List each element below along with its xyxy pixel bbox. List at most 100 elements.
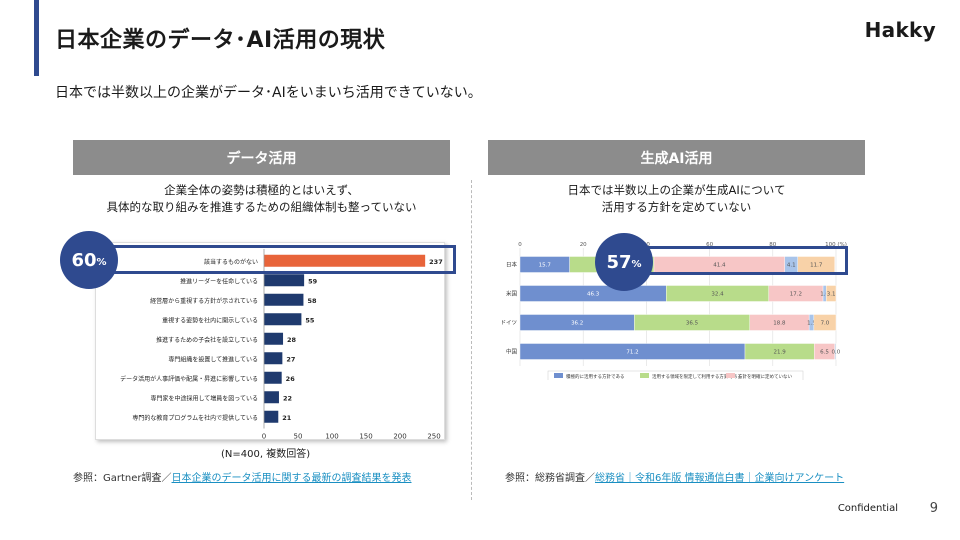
bar-category-label: 専門組織を設置して推進している	[168, 355, 258, 363]
legend-swatch	[640, 373, 649, 378]
x-tick-label: 60	[706, 242, 713, 248]
segment-value-label: 17.2	[790, 292, 802, 298]
segment-value-label: 71.2	[626, 350, 638, 356]
bar-category-label: 該当するものがない	[204, 258, 258, 266]
bar	[264, 391, 279, 404]
bar-value-label: 26	[286, 375, 296, 383]
bar-category-label: 経営層から重視する方針が示されている	[150, 297, 258, 305]
segment-value-label: 36.2	[571, 321, 583, 327]
x-tick-label: 200	[393, 433, 406, 441]
segment-value-label: 1.0	[820, 292, 829, 298]
x-tick-label: 0	[518, 242, 522, 248]
x-tick-label: 250	[427, 433, 440, 441]
bar	[264, 332, 284, 345]
segment-value-label: 21.9	[773, 350, 786, 356]
panel-divider	[471, 180, 472, 500]
x-tick-label: 150	[359, 433, 372, 441]
mic-white-paper-link[interactable]: 総務省｜令和6年版 情報通信白書｜企業向けアンケート	[595, 473, 845, 484]
genai-usage-highlight-box	[632, 246, 848, 275]
legend-swatch	[726, 373, 735, 378]
genai-usage-description: 日本では半数以上の企業が生成AIについて 活用する方針を定めていない	[488, 182, 865, 216]
bar-value-label: 22	[283, 394, 292, 402]
bar-value-label: 237	[429, 258, 443, 266]
stacked-bar-segment	[835, 343, 837, 360]
segment-value-label: 1.5	[807, 321, 816, 327]
page-number: 9	[929, 501, 938, 516]
genai-usage-header-label: 生成AI活用	[640, 150, 713, 167]
data-usage-percent-value: 60	[71, 249, 97, 271]
genai-usage-reference: 参照：総務省調査／総務省｜令和6年版 情報通信白書｜企業向けアンケート	[505, 469, 844, 484]
segment-value-label: 36.5	[686, 321, 699, 327]
bar-category-label: 推進するための子会社を設立している	[156, 336, 258, 344]
segment-value-label: 32.4	[711, 292, 724, 298]
segment-value-label: 11.7	[810, 263, 823, 269]
bar-value-label: 27	[286, 355, 295, 363]
segment-value-label: 4.1	[787, 263, 796, 269]
bar-category-label: 専門的な教育プログラムを社内で提供している	[132, 414, 258, 422]
gartner-survey-link[interactable]: 日本企業のデータ活用に関する最新の調査結果を発表	[171, 473, 412, 484]
data-usage-header-label: データ活用	[226, 150, 297, 167]
legend-label: 活用する領域を限定して利用する方針である	[652, 373, 742, 380]
segment-value-label: 6.5	[820, 350, 829, 356]
data-usage-reference: 参照：Gartner調査／日本企業のデータ活用に関する最新の調査結果を発表	[73, 469, 412, 484]
bar	[264, 371, 282, 384]
bar-value-label: 58	[307, 297, 317, 305]
title-accent-bar	[34, 0, 39, 76]
data-usage-percent-badge: 60 %	[60, 231, 118, 289]
genai-usage-percent-badge: 57 %	[595, 233, 653, 291]
x-tick-label: 80	[769, 242, 776, 248]
genai-usage-percent-value: 57	[606, 251, 632, 273]
data-usage-ref-prefix: 参照：Gartner調査／	[73, 473, 172, 484]
bar-value-label: 21	[282, 414, 292, 422]
genai-usage-desc-line2: 活用する方針を定めていない	[601, 200, 752, 214]
segment-value-label: 46.3	[587, 292, 600, 298]
legend-swatch	[554, 373, 563, 378]
x-tick-label: 100	[325, 433, 338, 441]
bar	[264, 313, 302, 326]
legend-label: 方針を明確に定めていない	[738, 373, 792, 380]
segment-value-label: 18.8	[773, 321, 786, 327]
bar	[264, 293, 304, 306]
data-usage-chart: 該当するものがない 237 推進リーダーを任命している 59 経営層から重視する方針が示…	[95, 242, 445, 441]
data-usage-panel-header: データ活用	[73, 140, 450, 175]
x-tick-label: 50	[294, 433, 303, 441]
brand-logo: Hakky	[864, 18, 936, 42]
x-tick-label: 100 (%)	[825, 242, 847, 248]
segment-value-label: 0.0	[831, 350, 840, 356]
stacked-category-label: 米国	[506, 290, 518, 298]
confidential-label: Confidential	[837, 503, 898, 514]
bar	[264, 410, 279, 423]
genai-usage-percent-unit: %	[631, 259, 642, 270]
data-usage-desc-line2: 具体的な取り組みを推進するための組織体制も整っていない	[106, 200, 417, 214]
data-usage-bar-chart: 該当するものがない 237 推進リーダーを任命している 59 経営層から重視する方針が示…	[120, 249, 443, 441]
stacked-bar-segment	[813, 314, 837, 331]
stacked-category-label: ドイツ	[500, 321, 517, 327]
segment-value-label: 7.0	[821, 321, 830, 327]
data-usage-description: 企業全体の姿勢は積極的とはいえず、 具体的な取り組みを推進するための組織体制も整…	[73, 182, 450, 216]
bar-value-label: 59	[308, 277, 318, 285]
sample-size-note: (N=400, 複数回答)	[221, 449, 311, 460]
data-usage-highlight-box	[84, 245, 456, 274]
x-tick-label: 0	[262, 433, 266, 441]
bar-category-label: データ活用が人事評価や配属・昇進に影響している	[120, 375, 258, 383]
bar	[264, 352, 283, 365]
x-tick-label: 20	[580, 242, 587, 248]
bar-category-label: 推進リーダーを任命している	[180, 277, 258, 285]
bar	[264, 254, 426, 267]
genai-usage-ref-prefix: 参照：総務省調査／	[505, 473, 595, 484]
bar	[264, 274, 305, 287]
bar-value-label: 55	[305, 316, 315, 324]
genai-usage-chart: 020406080100 (%)日本15.741.44.111.7米国46.33…	[498, 240, 850, 396]
stacked-category-label: 日本	[506, 261, 518, 269]
stacked-category-label: 中国	[506, 348, 518, 356]
genai-usage-panel-header: 生成AI活用	[488, 140, 865, 175]
lead-text: 日本では半数以上の企業がデータ･AIをいまいち活用できていない。	[55, 85, 482, 101]
bar-value-label: 28	[287, 336, 297, 344]
data-usage-desc-line1: 企業全体の姿勢は積極的とはいえず、	[164, 183, 359, 197]
bar-category-label: 専門家を中途採用して増員を図っている	[150, 394, 258, 402]
stacked-bar-segment	[826, 285, 837, 302]
legend-label: 積極的に活用する方針である	[566, 373, 624, 380]
genai-usage-desc-line1: 日本では半数以上の企業が生成AIについて	[567, 183, 786, 197]
segment-value-label: 3.1	[827, 292, 836, 298]
page-title: 日本企業のデータ･AI活用の現状	[55, 28, 386, 53]
